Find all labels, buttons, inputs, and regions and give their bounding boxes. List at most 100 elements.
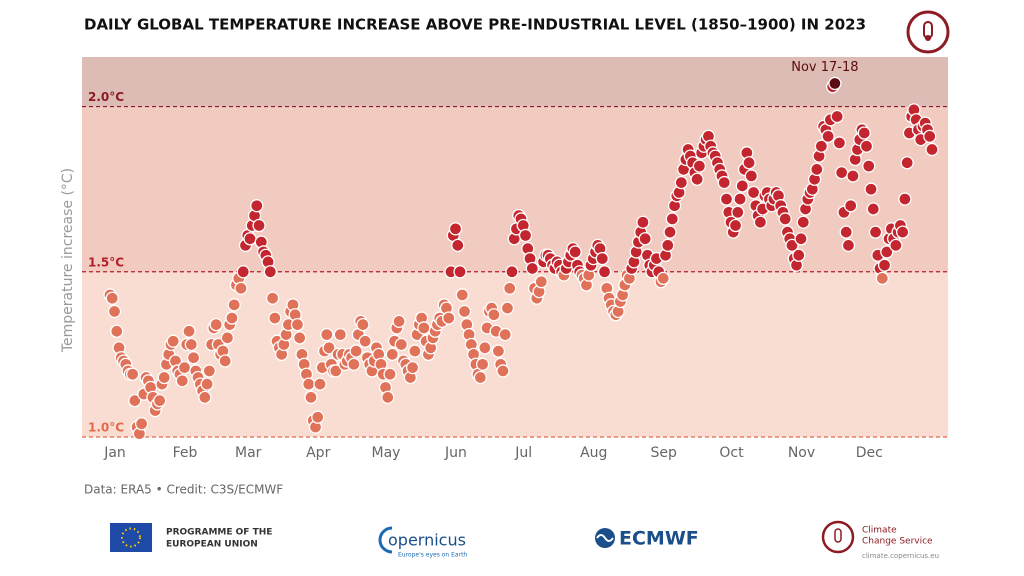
point <box>568 245 582 259</box>
point <box>663 225 677 239</box>
point <box>636 215 650 229</box>
x-tick-label: Feb <box>173 445 198 461</box>
y-tick-label: 1.5°C <box>88 255 124 269</box>
point <box>457 304 472 319</box>
x-tick-label: Jan <box>103 445 126 461</box>
y-tick-label: 1.0°C <box>88 421 124 435</box>
point <box>347 357 361 371</box>
point <box>453 265 467 279</box>
eu-text: PROGRAMME OF THE <box>166 528 272 538</box>
copernicus-logo: opernicus Europe's eyes on Earth <box>378 526 467 559</box>
point <box>595 251 609 266</box>
x-tick-label: Oct <box>719 445 744 461</box>
point <box>719 192 734 206</box>
point <box>778 212 792 226</box>
point <box>225 311 239 325</box>
point <box>455 288 469 302</box>
point <box>690 172 704 186</box>
band <box>82 271 948 437</box>
point <box>638 232 652 246</box>
point <box>744 169 758 183</box>
ecmwf-logo: ECMWF <box>595 528 699 550</box>
x-tick-label: Mar <box>235 445 262 461</box>
c3s-url: climate.copernicus.eu <box>862 552 939 560</box>
ecmwf-text: ECMWF <box>619 528 699 550</box>
point <box>313 377 327 391</box>
point <box>498 327 512 342</box>
point <box>252 218 266 233</box>
point <box>107 304 122 319</box>
point <box>895 225 910 239</box>
point <box>728 218 743 233</box>
point <box>835 166 849 180</box>
point <box>866 202 880 216</box>
c3s-text: Climate <box>862 526 897 536</box>
eu-logo: PROGRAMME OF THE EUROPEAN UNION <box>110 523 272 552</box>
point <box>478 341 492 355</box>
point <box>293 331 307 345</box>
point <box>830 109 844 124</box>
eu-flag <box>110 523 152 552</box>
chart-title: DAILY GLOBAL TEMPERATURE INCREASE ABOVE … <box>84 16 866 34</box>
point <box>518 228 533 243</box>
plot-area: 1.0°C 1.5°C 2.0°C Jan Feb Mar Apr May Jun Jul Aug S… <box>82 57 948 461</box>
copernicus-text: opernicus <box>388 531 466 550</box>
point <box>417 321 431 335</box>
point <box>290 318 305 332</box>
point <box>442 311 456 325</box>
point <box>175 374 189 388</box>
point <box>302 377 316 391</box>
x-tick-label: Sep <box>651 445 678 461</box>
point <box>487 308 501 322</box>
point <box>503 281 517 295</box>
x-tick-label: Apr <box>306 445 330 461</box>
point <box>268 311 282 325</box>
point <box>792 248 806 262</box>
point <box>857 126 871 140</box>
point <box>475 357 490 371</box>
point <box>218 354 232 368</box>
point <box>839 225 853 239</box>
x-tick-label: Aug <box>580 445 607 461</box>
x-tick-label: Nov <box>788 445 815 461</box>
point <box>234 281 248 295</box>
point <box>674 175 688 190</box>
point <box>898 192 912 206</box>
point <box>923 129 937 143</box>
point <box>505 265 519 279</box>
point <box>810 162 824 176</box>
point <box>349 344 363 358</box>
y-tick-label: 2.0°C <box>88 90 124 104</box>
point <box>263 265 277 279</box>
point <box>785 238 799 252</box>
x-tick-label: Dec <box>856 445 883 461</box>
point <box>157 370 171 385</box>
point <box>731 205 745 219</box>
point <box>110 324 124 338</box>
point <box>846 169 860 183</box>
point <box>656 271 670 286</box>
point <box>134 417 149 431</box>
point <box>733 192 747 206</box>
point <box>868 225 883 239</box>
point <box>250 199 264 213</box>
point <box>821 129 835 143</box>
point <box>311 410 325 424</box>
point <box>796 215 810 229</box>
point <box>227 298 241 312</box>
point <box>358 334 372 348</box>
point <box>182 324 196 338</box>
point <box>473 370 488 385</box>
point <box>394 337 408 352</box>
point <box>794 232 808 246</box>
point <box>333 327 347 342</box>
point <box>859 139 874 153</box>
point <box>753 215 768 229</box>
c3s-badge <box>906 10 950 54</box>
point <box>491 344 506 358</box>
point <box>153 394 167 408</box>
eu-stars <box>121 527 141 548</box>
c3s-thermo <box>834 528 842 543</box>
